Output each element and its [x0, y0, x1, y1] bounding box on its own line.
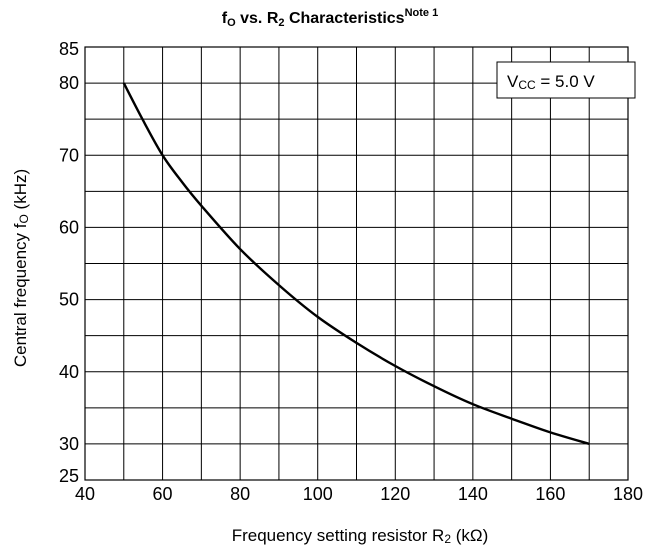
grid	[84, 46, 629, 481]
y-axis-label: Central frequency fO (kHz)	[11, 169, 31, 367]
legend-text: VCC = 5.0 V	[507, 72, 595, 92]
x-axis-label: Frequency setting resistor R2 (kΩ)	[232, 526, 489, 546]
tick-labels: 40 60 80 100 120 140 160 180 25 30 40 50 60 70 80 85	[59, 39, 643, 504]
y-tick-label: 60	[59, 217, 79, 237]
x-tick-label: 120	[380, 484, 410, 504]
y-tick-label: 80	[59, 73, 79, 93]
series-line	[122, 82, 590, 446]
y-tick-label: 70	[59, 145, 79, 165]
y-tick-label: 30	[59, 434, 79, 454]
plot-frame	[84, 46, 629, 481]
x-tick-label: 100	[303, 484, 333, 504]
x-tick-label: 180	[613, 484, 643, 504]
y-tick-label: 25	[59, 466, 79, 486]
y-tick-label: 40	[59, 362, 79, 382]
legend-box	[496, 61, 636, 99]
series-group	[122, 82, 590, 446]
y-tick-label: 85	[59, 39, 79, 59]
chart-title: fO vs. R2 CharacteristicsNote 1	[222, 7, 438, 29]
x-tick-label: 160	[535, 484, 565, 504]
x-tick-label: 40	[75, 484, 95, 504]
condition-legend: VCC = 5.0 V	[496, 61, 636, 99]
y-tick-label: 50	[59, 290, 79, 310]
x-tick-label: 60	[153, 484, 173, 504]
x-tick-label: 140	[458, 484, 488, 504]
x-tick-label: 80	[230, 484, 250, 504]
